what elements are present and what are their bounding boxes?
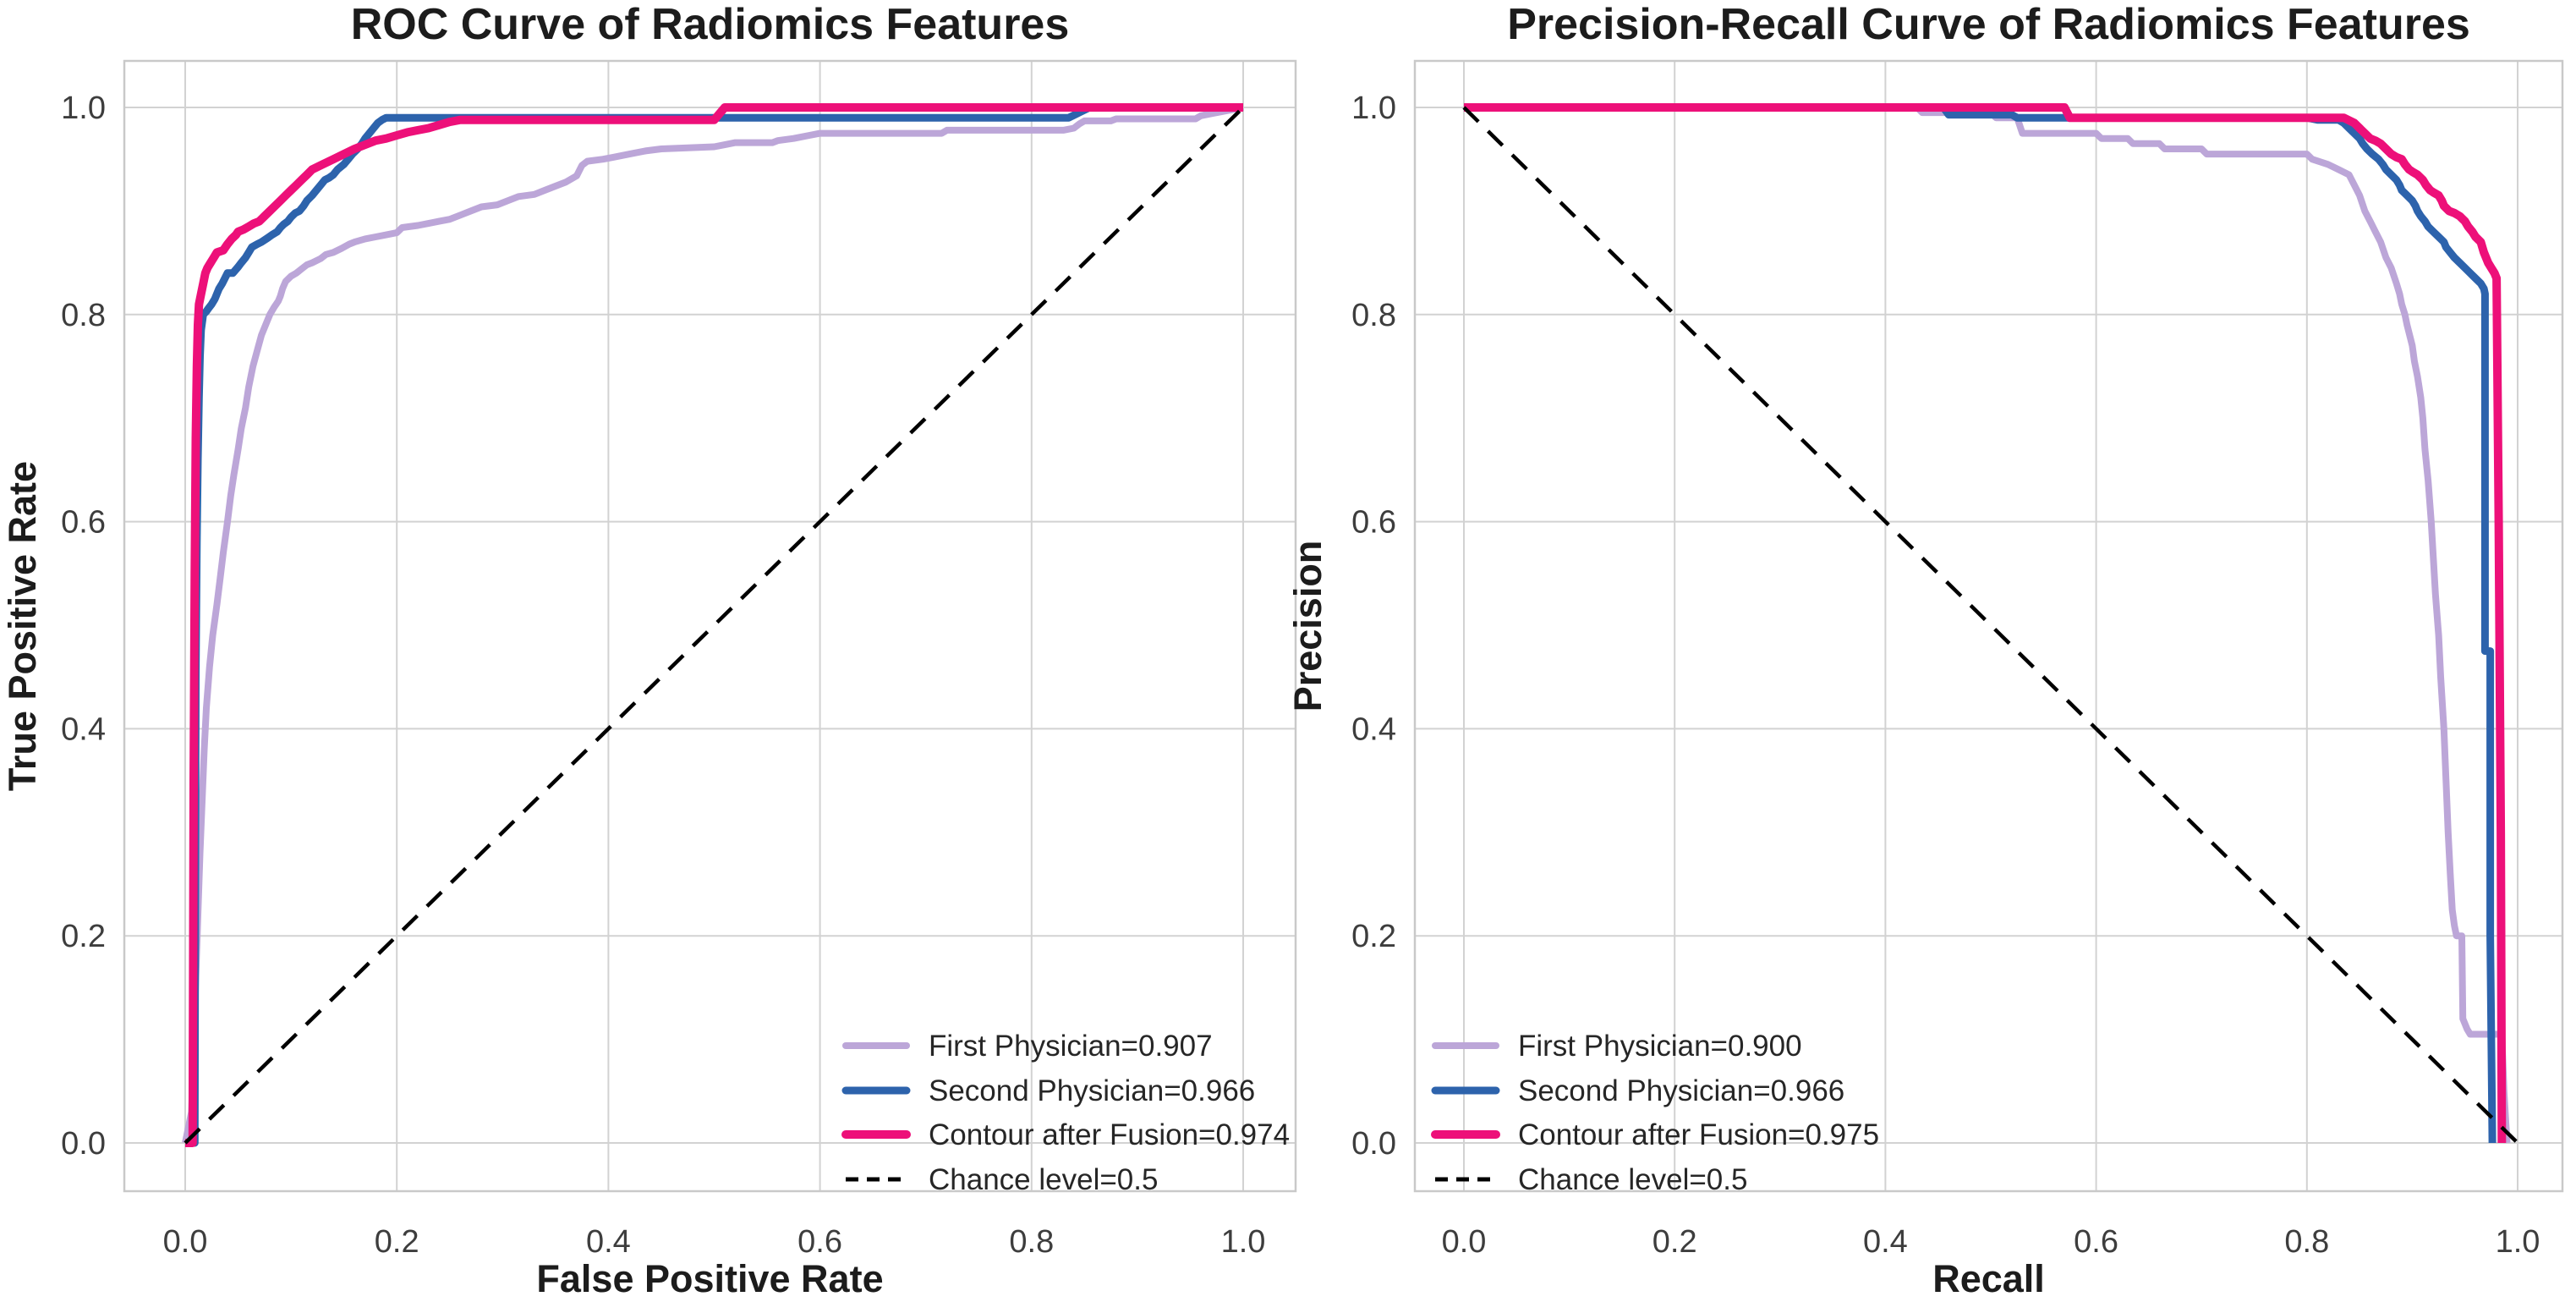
- y-tick-label: 1.0: [61, 91, 106, 126]
- x-tick-label: 1.0: [1221, 1224, 1266, 1260]
- x-tick-label: 0.4: [586, 1224, 631, 1260]
- pr-series-chance-level: [1462, 106, 2519, 1145]
- x-tick-label: 0.8: [2284, 1224, 2329, 1260]
- pr-series-contour-after-fusion: [1464, 103, 2507, 1144]
- roc-series-chance-level: [184, 106, 1245, 1145]
- y-tick-label: 0.8: [61, 298, 106, 333]
- y-tick-label: 0.4: [61, 711, 106, 747]
- legend-label: Contour after Fusion=0.974: [929, 1118, 1290, 1151]
- y-tick-label: 0.0: [1351, 1126, 1396, 1162]
- x-tick-label: 1.0: [2496, 1224, 2540, 1260]
- x-tick-label: 0.4: [1863, 1224, 1908, 1260]
- roc-legend: First Physician=0.907 Second Physician=0.…: [841, 1030, 1290, 1196]
- y-tick-label: 0.6: [1351, 505, 1396, 541]
- x-tick-label: 0.2: [1652, 1224, 1697, 1260]
- y-tick-label: 1.0: [1351, 91, 1396, 126]
- y-axis-label: Precision: [1286, 541, 1329, 712]
- x-tick-label: 0.2: [375, 1224, 419, 1260]
- legend-label: Contour after Fusion=0.975: [1518, 1118, 1879, 1151]
- x-tick-label: 0.8: [1009, 1224, 1054, 1260]
- y-tick-label: 0.2: [61, 919, 106, 954]
- pr-legend: First Physician=0.900 Second Physician=0.…: [1431, 1030, 1879, 1196]
- x-axis-label: Recall: [1932, 1257, 2045, 1300]
- chart-title: Precision-Recall Curve of Radiomics Feat…: [1507, 0, 2470, 49]
- x-axis-label: False Positive Rate: [536, 1257, 883, 1300]
- pr-series-second-physician: [1464, 103, 2497, 1144]
- y-axis-label: True Positive Rate: [1, 461, 44, 791]
- legend-label: Chance level=0.5: [929, 1163, 1158, 1196]
- pr-series-first-physician: [1464, 104, 2511, 1144]
- x-tick-label: 0.6: [2074, 1224, 2118, 1260]
- legend-label: Chance level=0.5: [1518, 1163, 1747, 1196]
- axes-frame: [1413, 59, 2564, 1193]
- chart-title: ROC Curve of Radiomics Features: [351, 0, 1070, 49]
- y-tick-label: 0.4: [1351, 711, 1396, 747]
- axes-frame: [123, 59, 1297, 1193]
- x-tick-label: 0.0: [163, 1224, 208, 1260]
- pr-chart: 0.0 0.2 0.4 0.6 0.8 1.0 0.0 0.2 0.4 0.6 0.8 1.0 Prec…: [1286, 0, 2564, 1300]
- legend-label: First Physician=0.900: [1518, 1030, 1802, 1063]
- roc-series-contour-after-fusion: [185, 103, 1243, 1147]
- y-tick-label: 0.0: [61, 1126, 106, 1162]
- legend-label: First Physician=0.907: [929, 1030, 1213, 1063]
- y-tick-label: 0.8: [1351, 298, 1396, 333]
- x-tick-label: 0.6: [797, 1224, 842, 1260]
- roc-series-first-physician: [182, 104, 1244, 1144]
- legend-label: Second Physician=0.966: [1518, 1074, 1844, 1107]
- legend-label: Second Physician=0.966: [929, 1074, 1255, 1107]
- y-tick-label: 0.6: [61, 505, 106, 541]
- x-tick-label: 0.0: [1442, 1224, 1487, 1260]
- y-tick-label: 0.2: [1351, 919, 1396, 954]
- roc-chart: 0.0 0.2 0.4 0.6 0.8 1.0 0.0 0.2 0.4 0.6 0.8 1.0 ROC …: [1, 0, 1297, 1300]
